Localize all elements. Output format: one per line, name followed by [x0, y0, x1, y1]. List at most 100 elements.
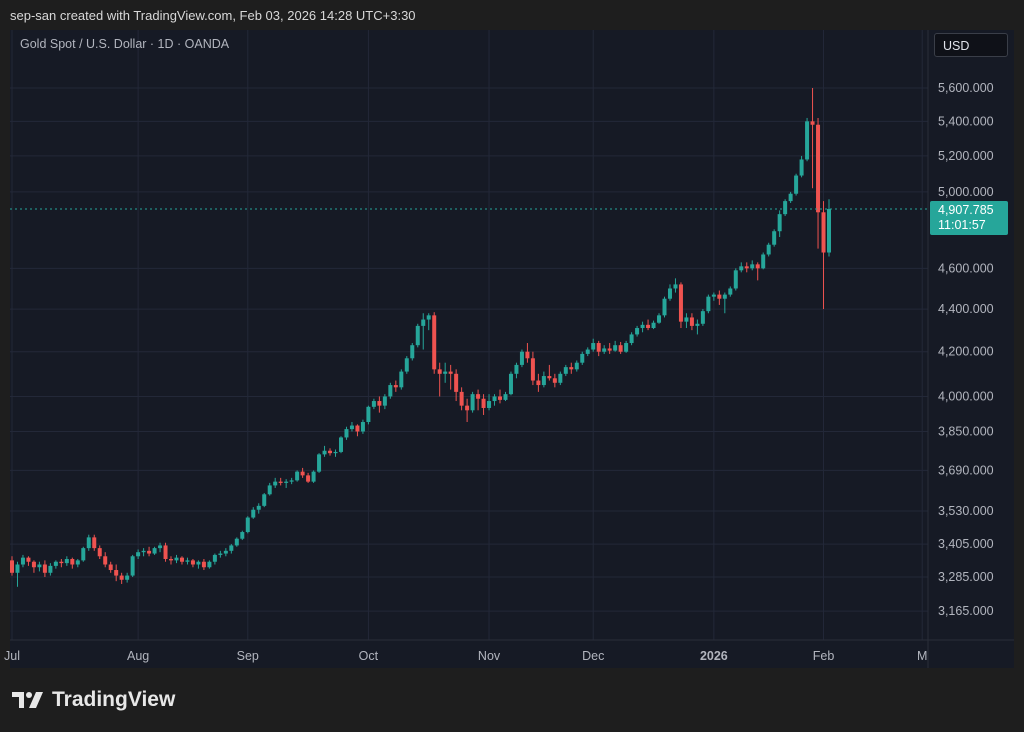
candle — [816, 117, 821, 249]
candle — [53, 560, 58, 569]
candle — [382, 394, 387, 410]
candle — [558, 371, 563, 386]
candle-body — [366, 406, 371, 423]
y-tick-label: 3,285.000 — [938, 570, 994, 584]
candle-body — [295, 471, 300, 481]
candle — [574, 360, 579, 372]
candle-body — [706, 296, 711, 312]
candle — [59, 559, 64, 568]
candle-body — [816, 124, 821, 213]
candle-body — [92, 537, 97, 549]
candle-body — [328, 450, 333, 454]
candle-body — [338, 437, 343, 452]
candle-body — [382, 396, 387, 406]
candle-body — [360, 422, 365, 432]
candle-body — [70, 559, 75, 565]
candle — [459, 387, 464, 411]
candle-body — [251, 509, 256, 518]
symbol-title: Gold Spot / U.S. Dollar · 1D · OANDA — [20, 37, 230, 51]
logo-text: TradingView — [52, 688, 176, 711]
candle-body — [667, 288, 672, 299]
candle — [657, 313, 662, 324]
x-tick-label: Nov — [478, 649, 501, 663]
candle — [492, 394, 497, 406]
currency-button[interactable]: USD — [934, 33, 1008, 57]
candle — [739, 262, 744, 273]
candle-body — [152, 548, 157, 554]
candle-body — [678, 284, 683, 322]
candle — [635, 325, 640, 337]
candle-body — [646, 324, 651, 329]
candle-body — [563, 367, 568, 374]
candle-body — [547, 376, 552, 379]
tradingview-logo[interactable]: TradingView — [12, 688, 175, 712]
candle — [92, 534, 97, 551]
chart-panel[interactable] — [10, 30, 1014, 668]
candle-body — [190, 560, 195, 565]
candle — [684, 313, 689, 329]
x-tick-label: Sep — [237, 649, 259, 663]
candle-body — [163, 545, 168, 560]
candle — [136, 549, 141, 560]
candle — [377, 396, 382, 413]
candle-body — [766, 244, 771, 255]
candle — [519, 349, 524, 368]
candle-body — [465, 405, 470, 411]
candle-body — [596, 343, 601, 352]
bar-countdown: 11:01:57 — [938, 218, 986, 232]
candle — [827, 199, 831, 257]
candle — [344, 426, 349, 440]
candle — [569, 362, 574, 374]
candle-body — [580, 353, 585, 363]
candle-body — [470, 394, 475, 411]
candle-body — [530, 358, 535, 381]
candle-body — [114, 570, 119, 576]
candle — [152, 546, 157, 555]
candle — [443, 362, 448, 383]
candle — [744, 262, 749, 273]
y-tick-label: 4,400.000 — [938, 302, 994, 316]
candle — [618, 341, 623, 354]
candle — [766, 242, 771, 257]
candle — [114, 564, 119, 582]
candle-body — [552, 378, 557, 383]
candle — [125, 572, 130, 583]
candle — [706, 294, 711, 314]
candle — [596, 340, 601, 357]
y-tick-label: 5,600.000 — [938, 81, 994, 95]
candle-body — [212, 554, 217, 562]
candle-body — [404, 358, 409, 372]
candle-body — [218, 553, 223, 555]
candle — [289, 477, 294, 485]
candle — [426, 313, 431, 331]
candle-body — [651, 322, 656, 329]
candle — [772, 229, 777, 247]
candle — [81, 546, 86, 562]
candle-body — [684, 317, 689, 322]
y-tick-label: 3,850.000 — [938, 424, 994, 438]
candle-body — [657, 315, 662, 323]
candle — [174, 554, 179, 564]
candle-body — [525, 351, 530, 359]
y-tick-label: 5,000.000 — [938, 185, 994, 199]
candle — [514, 362, 519, 379]
candle — [805, 117, 810, 162]
x-tick-label: Jul — [4, 649, 20, 663]
candle — [602, 345, 607, 354]
candle-body — [421, 319, 426, 326]
candle-body — [717, 294, 722, 299]
candle-body — [355, 425, 360, 432]
candle-body — [393, 385, 398, 388]
candle-body — [695, 323, 700, 326]
candle — [541, 371, 546, 388]
candle-body — [629, 334, 634, 344]
candle-body — [10, 560, 14, 573]
candle-body — [498, 396, 503, 400]
candle-body — [130, 556, 135, 576]
candle — [196, 560, 201, 569]
candle — [97, 545, 102, 560]
candle-body — [311, 471, 316, 482]
candle-body — [262, 494, 267, 506]
candle-body — [689, 317, 694, 326]
